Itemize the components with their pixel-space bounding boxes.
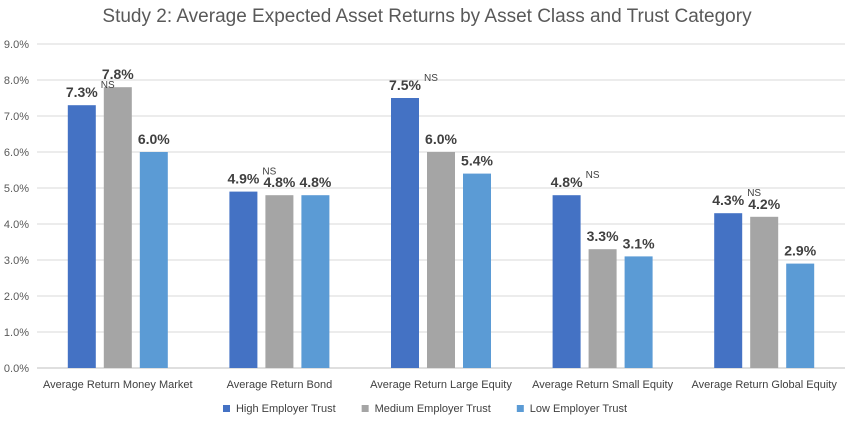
ns-annotation: NS: [747, 188, 761, 199]
bar-low-employer-trust-1: [301, 195, 330, 368]
bar-high-employer-trust-0: [67, 105, 96, 368]
ns-annotation: NS: [586, 170, 600, 181]
legend-item-medium-employer-trust: Medium Employer Trust: [361, 403, 491, 415]
data-label: 3.1%: [623, 235, 655, 251]
legend-swatch: [361, 405, 369, 412]
y-tick-label: 4.0%: [4, 219, 29, 231]
bar-medium-employer-trust-4: [750, 216, 779, 368]
legend-item-high-employer-trust: High Employer Trust: [222, 403, 336, 415]
y-tick-label: 2.0%: [4, 291, 29, 303]
legend: High Employer Trust Medium Employer Trust…: [222, 403, 627, 415]
y-tick-label: 0.0%: [4, 363, 29, 375]
bar-high-employer-trust-1: [229, 191, 258, 368]
bar-medium-employer-trust-2: [427, 152, 455, 368]
y-tick-label: 3.0%: [4, 255, 29, 267]
x-tick-label: Average Return Bond: [227, 379, 333, 391]
bar-low-employer-trust-4: [786, 263, 815, 368]
data-label: 6.0%: [138, 131, 170, 147]
legend-label: Low Employer Trust: [530, 403, 627, 415]
bars: [67, 87, 815, 368]
data-labels: 7.3%7.8%6.0%4.9% 4.8% 4.8%7.5%6.0%5.4%4.8%…: [66, 66, 817, 258]
x-tick-label: Average Return Global Equity: [692, 379, 838, 391]
y-tick-label: 5.0%: [4, 183, 29, 195]
bar-high-employer-trust-4: [714, 213, 743, 368]
legend-label: High Employer Trust: [236, 403, 336, 415]
bar-low-employer-trust-2: [463, 173, 491, 368]
ns-annotation: NS: [101, 80, 115, 91]
y-tick-label: 6.0%: [4, 147, 29, 159]
y-axis-ticks: 0.0% 1.0% 2.0% 3.0% 4.0% 5.0% 6.0% 7.0% 8.0% 9.0%: [4, 39, 29, 375]
ns-annotation: NS: [262, 167, 276, 178]
data-label: 4.3%: [712, 192, 744, 208]
bar-high-employer-trust-2: [391, 98, 419, 368]
legend-swatch: [222, 405, 230, 412]
bar-low-employer-trust-3: [624, 256, 653, 368]
y-tick-label: 9.0%: [4, 39, 29, 51]
data-label: 7.5%: [389, 77, 421, 93]
data-label: 3.3%: [587, 228, 619, 244]
data-label: 6.0%: [425, 131, 457, 147]
bar-low-employer-trust-0: [139, 152, 168, 368]
bar-medium-employer-trust-3: [588, 249, 617, 368]
data-label: 5.4%: [461, 153, 493, 169]
x-tick-label: Average Return Small Equity: [532, 379, 674, 391]
bar-high-employer-trust-3: [552, 195, 581, 368]
x-tick-label: Average Return Money Market: [43, 379, 193, 391]
legend-swatch: [516, 405, 524, 412]
data-label: 4.8%: [299, 174, 331, 190]
data-label: 4.2%: [748, 196, 780, 212]
chart-title: Study 2: Average Expected Asset Returns …: [102, 6, 752, 27]
data-label: 2.9%: [784, 243, 816, 259]
y-tick-label: 7.0%: [4, 111, 29, 123]
legend-item-low-employer-trust: Low Employer Trust: [516, 403, 627, 415]
data-label: 7.8%: [102, 66, 134, 82]
data-label: 4.8%: [263, 174, 295, 190]
y-tick-label: 1.0%: [4, 327, 29, 339]
bar-medium-employer-trust-1: [265, 195, 294, 368]
ns-annotation: NS: [424, 73, 438, 84]
x-tick-label: Average Return Large Equity: [370, 379, 512, 391]
legend-label: Medium Employer Trust: [375, 403, 491, 415]
y-tick-label: 8.0%: [4, 75, 29, 87]
data-label: 4.8%: [551, 174, 583, 190]
data-label: 7.3%: [66, 84, 98, 100]
x-axis-ticks: Average Return Money Market Average Retur…: [43, 379, 837, 391]
data-label: 4.9%: [227, 171, 259, 187]
bar-medium-employer-trust-0: [103, 87, 132, 368]
